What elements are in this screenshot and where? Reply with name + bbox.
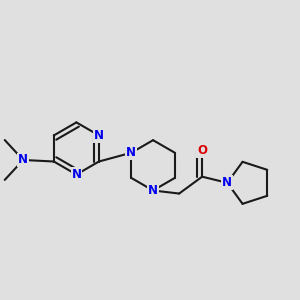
Text: N: N bbox=[94, 129, 104, 142]
Text: N: N bbox=[18, 154, 28, 166]
Text: N: N bbox=[222, 176, 232, 189]
Text: N: N bbox=[71, 168, 81, 181]
Text: N: N bbox=[222, 176, 232, 189]
Text: N: N bbox=[126, 146, 136, 159]
Text: N: N bbox=[148, 184, 158, 197]
Text: O: O bbox=[197, 144, 207, 157]
